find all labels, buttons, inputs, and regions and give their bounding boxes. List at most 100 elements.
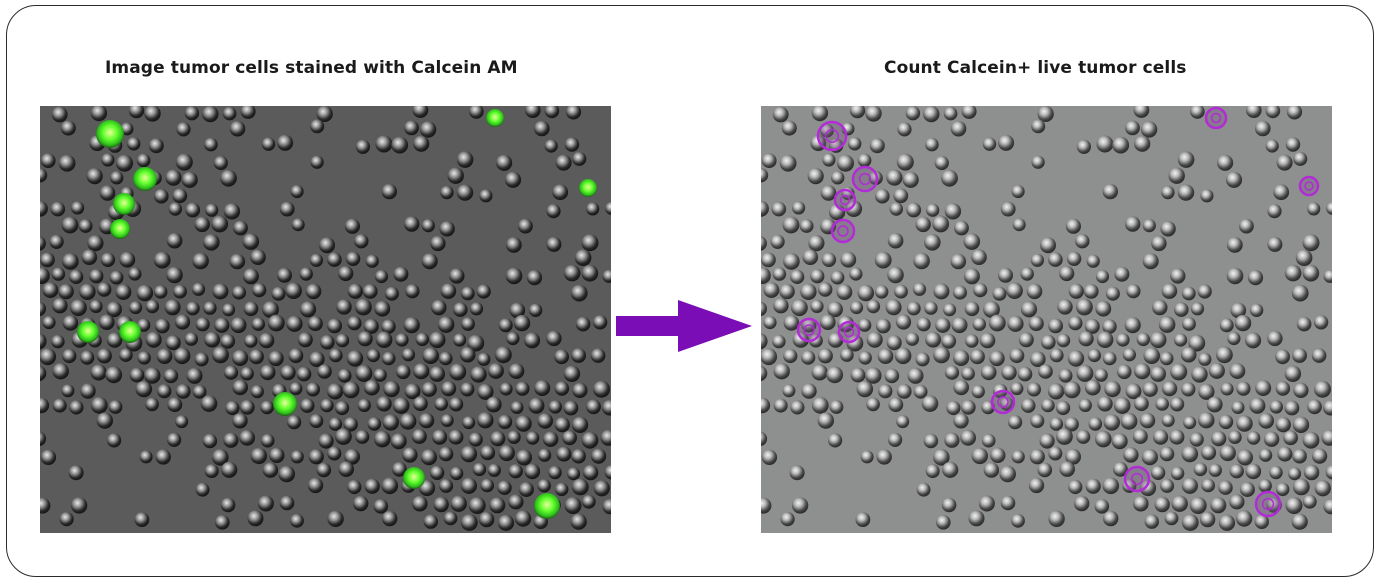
live-tumor-cell bbox=[273, 392, 297, 416]
tumor-cell bbox=[343, 417, 358, 432]
tumor-cell bbox=[119, 251, 136, 268]
tumor-cell bbox=[229, 253, 246, 270]
tumor-cell bbox=[525, 431, 540, 445]
tumor-cell bbox=[783, 315, 800, 331]
tumor-cell bbox=[1011, 513, 1025, 528]
tumor-cell bbox=[327, 510, 344, 527]
tumor-cell bbox=[1314, 480, 1331, 497]
tumor-cell bbox=[440, 414, 454, 427]
tumor-cell bbox=[1017, 366, 1033, 382]
tumor-cell bbox=[362, 284, 378, 299]
tumor-cell bbox=[1236, 381, 1251, 396]
tumor-cell bbox=[1255, 120, 1271, 137]
tumor-cell bbox=[490, 431, 506, 447]
tumor-cell bbox=[260, 400, 274, 415]
tumor-cell bbox=[144, 367, 161, 384]
tumor-cell bbox=[297, 332, 313, 348]
tumor-cell bbox=[1265, 139, 1279, 153]
tumor-cell bbox=[821, 252, 837, 267]
tumor-cell bbox=[555, 154, 572, 171]
tumor-cell bbox=[1153, 429, 1169, 445]
counted-cell-inner-outline bbox=[824, 128, 840, 144]
tumor-cell bbox=[1132, 429, 1148, 444]
tumor-cell bbox=[450, 495, 467, 512]
tumor-cell bbox=[439, 478, 454, 493]
tumor-cell bbox=[1020, 301, 1038, 318]
tumor-cell bbox=[316, 106, 333, 122]
tumor-cell bbox=[1049, 417, 1064, 431]
tumor-cell bbox=[467, 334, 485, 352]
tumor-cell bbox=[40, 252, 55, 268]
tumor-cell bbox=[335, 333, 350, 348]
tumor-cell bbox=[508, 464, 523, 479]
tumor-cell bbox=[1226, 267, 1244, 285]
tumor-cell bbox=[546, 330, 562, 347]
tumor-cell bbox=[563, 400, 579, 416]
tumor-cell bbox=[354, 234, 369, 249]
tumor-cell bbox=[1295, 249, 1313, 266]
tumor-cell bbox=[309, 414, 324, 428]
tumor-cell bbox=[468, 497, 486, 514]
tumor-cell bbox=[946, 400, 961, 416]
tumor-cell bbox=[513, 314, 531, 332]
tumor-cell bbox=[291, 218, 305, 232]
tumor-cell bbox=[155, 449, 171, 465]
tumor-cell bbox=[1269, 465, 1283, 480]
tumor-cell bbox=[1122, 348, 1136, 362]
tumor-cell bbox=[571, 416, 589, 433]
tumor-cell bbox=[1302, 431, 1320, 449]
tumor-cell bbox=[212, 283, 229, 300]
tumor-cell bbox=[1168, 167, 1185, 184]
tumor-cell bbox=[971, 249, 987, 265]
tumor-cell bbox=[336, 299, 352, 315]
tumor-cell bbox=[496, 154, 513, 171]
tumor-cell bbox=[300, 398, 315, 413]
tumor-cell bbox=[335, 428, 352, 445]
tumor-cell bbox=[888, 432, 903, 447]
tumor-cell bbox=[262, 462, 279, 478]
tumor-cell bbox=[1111, 433, 1128, 450]
tumor-cell bbox=[941, 333, 957, 349]
tumor-cell bbox=[165, 335, 181, 351]
tumor-cell bbox=[1041, 398, 1055, 413]
tumor-cell bbox=[1087, 348, 1101, 363]
tumor-cell bbox=[106, 301, 122, 318]
tumor-cell bbox=[961, 366, 975, 381]
tumor-cell bbox=[477, 383, 494, 400]
tumor-cell bbox=[260, 433, 275, 448]
tumor-cell bbox=[534, 380, 551, 396]
tumor-cell bbox=[761, 365, 768, 382]
counted-cell-outline bbox=[796, 317, 822, 343]
tumor-cell bbox=[1078, 331, 1094, 347]
tumor-cell bbox=[1095, 300, 1112, 317]
tumor-cell bbox=[429, 366, 445, 382]
tumor-cell bbox=[574, 249, 592, 266]
tumor-cell bbox=[556, 446, 572, 462]
tumor-cell bbox=[299, 301, 317, 318]
tumor-cell bbox=[827, 301, 843, 318]
tumor-cell bbox=[194, 352, 209, 367]
tumor-cell bbox=[383, 380, 400, 398]
tumor-cell bbox=[915, 352, 930, 367]
tumor-cell bbox=[518, 482, 534, 497]
tumor-cell bbox=[944, 432, 960, 448]
tumor-cell bbox=[229, 120, 246, 137]
tumor-cell bbox=[422, 347, 440, 364]
tumor-cell bbox=[820, 123, 834, 138]
tumor-cell bbox=[52, 398, 67, 413]
tumor-cell bbox=[916, 317, 931, 332]
tumor-cell bbox=[1011, 450, 1025, 464]
tumor-cell bbox=[242, 233, 260, 250]
tumor-cell bbox=[420, 449, 437, 466]
tumor-cell bbox=[773, 363, 790, 380]
tumor-cell bbox=[239, 399, 255, 415]
calcein-stained-image bbox=[40, 106, 611, 533]
tumor-cell bbox=[516, 449, 532, 466]
tumor-cell bbox=[1030, 414, 1045, 428]
tumor-cell bbox=[153, 251, 171, 269]
tumor-cell bbox=[818, 282, 833, 297]
tumor-cell bbox=[51, 267, 66, 281]
tumor-cell bbox=[40, 200, 48, 217]
tumor-cell bbox=[191, 282, 206, 296]
tumor-cell bbox=[999, 465, 1016, 483]
